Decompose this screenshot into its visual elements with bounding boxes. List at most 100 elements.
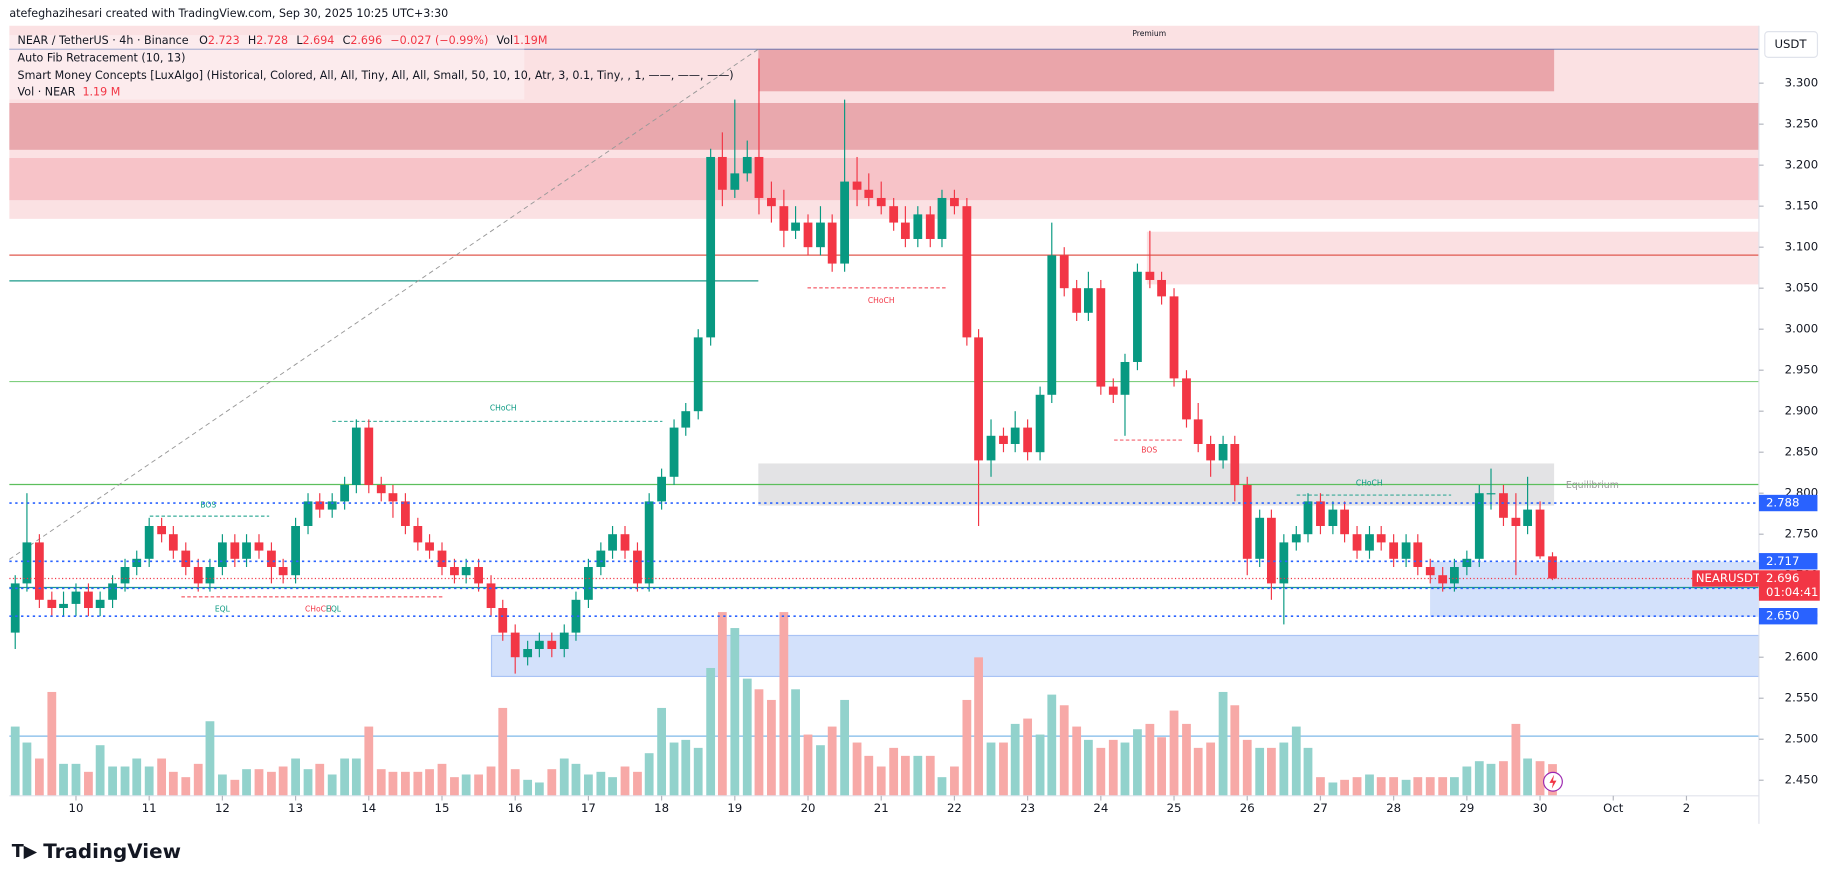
volume-bar [59, 763, 68, 796]
y-tick-label: 3.100 [1785, 240, 1818, 254]
volume-bar [34, 758, 44, 796]
volume-bar [840, 699, 850, 796]
supply-zone [758, 49, 1555, 92]
candle-body [1206, 443, 1216, 461]
x-tick-label: 28 [1386, 801, 1401, 815]
volume-bar [1230, 705, 1240, 796]
candle-body [168, 534, 178, 551]
volume-bar [827, 726, 837, 796]
x-tick-label: 18 [654, 801, 669, 815]
x-tick-label: 16 [508, 801, 523, 815]
volume-bar [486, 766, 496, 796]
volume-bar [1340, 779, 1349, 796]
candle-body [22, 542, 32, 584]
volume-bar [693, 747, 703, 796]
volume-bar [1267, 747, 1276, 796]
volume-bar [1438, 777, 1448, 796]
x-tick-label: 22 [947, 801, 962, 815]
volume-bar [376, 769, 386, 796]
volume-bar [816, 745, 825, 796]
y-tick-label: 3.200 [1785, 158, 1818, 172]
volume-bar [461, 774, 471, 796]
volume-bar [913, 755, 923, 796]
candle-body [534, 640, 544, 650]
volume-bar [1376, 777, 1386, 796]
candle-body [937, 197, 947, 239]
volume-bar [864, 755, 874, 796]
annotation: CHoCH [305, 605, 332, 614]
candle-body [852, 181, 862, 190]
level-tag [1758, 553, 1818, 570]
annotation: CHoCH [1356, 478, 1383, 487]
volume-bar [559, 758, 569, 796]
currency-button[interactable] [1764, 31, 1819, 58]
volume-bar [1047, 694, 1057, 796]
candle-body [1120, 361, 1130, 395]
volume-bar [974, 657, 983, 796]
volume-bar [1413, 777, 1423, 796]
candle-body [523, 649, 533, 658]
volume-legend[interactable]: Vol · NEAR 1.19 M [18, 85, 121, 98]
indicator[interactable]: Smart Money Concepts [LuxAlgo] (Historic… [18, 69, 734, 82]
volume-bar [1169, 710, 1179, 796]
volume-bar [852, 742, 862, 796]
x-tick-label: 27 [1313, 801, 1328, 815]
candle-body [388, 493, 398, 502]
volume-bar [193, 763, 203, 796]
volume-bar [1182, 723, 1191, 796]
candle-body [1462, 558, 1472, 568]
volume-bar [388, 771, 398, 796]
candle-body [364, 427, 374, 485]
candle-body [413, 525, 423, 543]
volume-bar [474, 774, 483, 796]
volume-bar [1108, 739, 1118, 796]
symbol-tag-label: NEARUSDT [1696, 571, 1761, 585]
volume-bar [205, 721, 215, 796]
volume-bar [84, 771, 93, 796]
volume-bar [1291, 726, 1301, 796]
volume-bar [1059, 705, 1069, 796]
y-tick-label: 2.850 [1785, 445, 1818, 459]
candle-body [327, 501, 337, 510]
volume-bar [999, 742, 1008, 796]
candle-body [1340, 509, 1349, 535]
x-tick-label: 14 [361, 801, 376, 815]
volume-bar [217, 774, 227, 796]
candle-body [450, 567, 459, 576]
candle-body [59, 603, 68, 609]
y-tick-label: 3.250 [1785, 117, 1818, 131]
x-tick-label: 29 [1459, 801, 1474, 815]
volume-bar [876, 766, 886, 796]
volume-bar [608, 777, 617, 796]
volume-bar [1303, 747, 1313, 796]
volume-bar [10, 726, 20, 796]
indicator[interactable]: Auto Fib Retracement (10, 13) [18, 52, 186, 65]
volume-bar [120, 766, 130, 796]
candle-body [1182, 378, 1191, 420]
candle-body [1218, 443, 1228, 461]
volume-bar [144, 766, 154, 796]
volume-bar [1010, 723, 1020, 796]
candle-body [889, 206, 899, 223]
legend-o: O [199, 34, 208, 47]
candle-body [1352, 534, 1362, 551]
volume-bar [1523, 758, 1532, 796]
volume-bar [1035, 734, 1045, 796]
candle-body [1193, 419, 1203, 444]
volume-bar [1120, 742, 1130, 796]
volume-bar [1389, 777, 1399, 796]
volume-bar [303, 769, 313, 796]
volume-bar [1242, 739, 1252, 796]
volume-bar [351, 758, 361, 796]
volume-bar [1401, 779, 1411, 796]
currency[interactable]: USDT [1774, 37, 1807, 51]
legend-l: L [296, 34, 303, 47]
x-tick-label: 15 [435, 801, 450, 815]
last-price-label: 2.696 [1766, 571, 1799, 585]
x-tick-label: 21 [874, 801, 889, 815]
volume-bar [571, 763, 581, 796]
candle-body [108, 583, 117, 600]
candle-body [657, 476, 666, 502]
